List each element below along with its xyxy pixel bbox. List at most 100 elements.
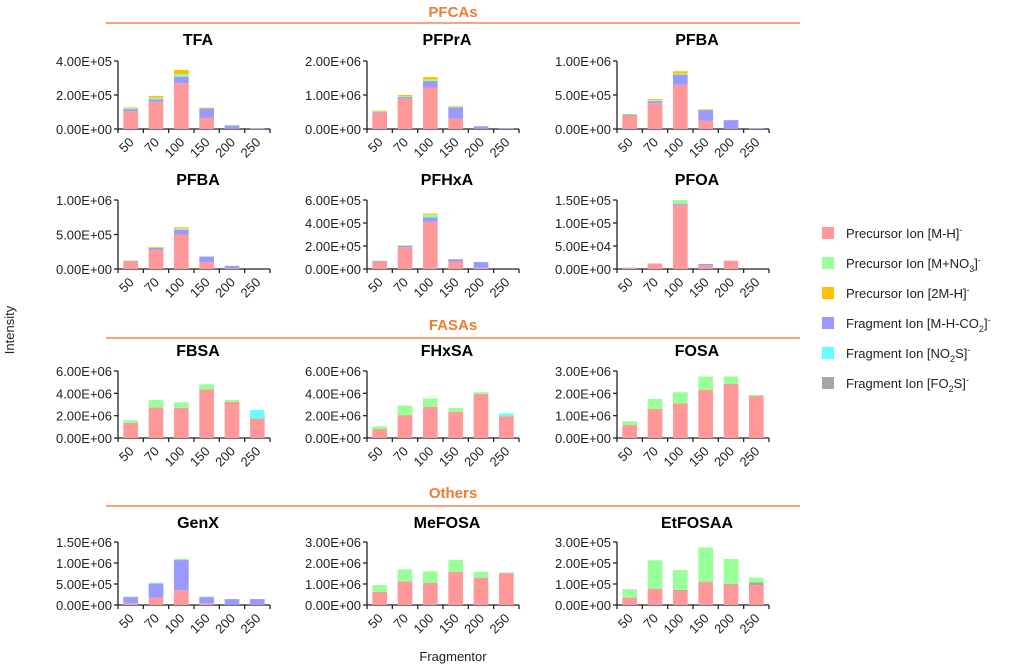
panel-title: PFBA [176, 172, 220, 189]
bar-mno3 [123, 420, 139, 423]
x-tick-label: 100 [411, 444, 437, 470]
bar-m2h [199, 107, 215, 109]
bar-mno3 [123, 596, 139, 598]
x-tick-label: 250 [737, 611, 763, 637]
legend-item: Precursor Ion [M+NO3]- [822, 255, 981, 274]
x-tick-label: 250 [238, 611, 264, 637]
y-tick-label: 0.00E+00 [305, 431, 361, 446]
panel-pfba: PFBA 0.00E+00 5.00E+05 1.00E+06 50 70 100 150 20… [56, 172, 271, 300]
panel-etfosaa: EtFOSAA 0.00E+00 1.00E+05 2.00E+05 3.00E+05 5… [555, 515, 770, 637]
y-tick-label: 1.50E+06 [56, 535, 112, 550]
bar-mh [622, 116, 638, 129]
legend-swatch [822, 377, 834, 389]
bar-mhco2 [498, 128, 514, 129]
y-tick-label: 2.00E+06 [305, 556, 361, 571]
x-tick-label: 100 [661, 135, 687, 161]
x-tick-label: 50 [365, 135, 386, 156]
bar-mhco2 [224, 599, 240, 605]
x-tick-label: 50 [365, 611, 386, 632]
panel-title: EtFOSAA [661, 515, 733, 532]
bar-mno3 [448, 559, 464, 573]
bar-mno3 [698, 109, 714, 111]
y-tick-label: 4.00E+06 [56, 386, 112, 401]
bar-mhco2 [148, 247, 164, 250]
bar-mhco2 [249, 599, 265, 605]
bar-mno3 [422, 79, 438, 82]
bar-mhco2 [748, 128, 764, 129]
bar-mhco2 [672, 203, 688, 205]
bar-mno3 [748, 394, 764, 397]
y-tick-label: 0.00E+00 [305, 122, 361, 137]
bar-mno3 [622, 589, 638, 598]
bar-mhco2 [473, 126, 489, 129]
bar-mh [748, 585, 764, 605]
x-tick-label: 70 [640, 444, 661, 465]
y-tick-label: 0.00E+00 [56, 598, 112, 613]
bar-mhco2 [173, 76, 189, 84]
bar-mno3 [448, 407, 464, 412]
x-tick-label: 70 [390, 611, 411, 632]
bar-m2h [672, 71, 688, 74]
y-tick-label: 5.00E+04 [555, 239, 611, 254]
x-tick-label: 70 [640, 135, 661, 156]
x-tick-label: 70 [141, 444, 162, 465]
bar-mno3 [224, 124, 240, 126]
y-tick-label: 0.00E+00 [555, 122, 611, 137]
x-tick-label: 200 [461, 275, 487, 301]
bar-mh [249, 418, 265, 438]
bar-mhco2 [148, 99, 164, 102]
y-tick-label: 2.00E+05 [305, 239, 361, 254]
legend-label: Precursor Ion [M+NO3]- [846, 255, 981, 274]
bar-mh [723, 383, 739, 438]
y-tick-label: 1.00E+06 [555, 54, 611, 69]
x-axis-label: Fragmentor [419, 649, 487, 664]
x-tick-label: 50 [116, 611, 137, 632]
bar-mh [422, 406, 438, 438]
bar-mh [148, 597, 164, 605]
y-tick-label: 0.00E+00 [56, 122, 112, 137]
y-tick-label: 1.00E+06 [305, 88, 361, 103]
bar-m2h [622, 114, 638, 115]
bar-mno3 [148, 582, 164, 584]
x-tick-label: 150 [436, 611, 462, 637]
bar-mh [647, 263, 663, 269]
panel-title: GenX [177, 515, 219, 532]
y-tick-label: 0.00E+00 [56, 262, 112, 277]
y-tick-label: 3.00E+06 [555, 364, 611, 379]
bar-mh [148, 101, 164, 129]
bar-m2h [422, 213, 438, 215]
bar-mno3 [622, 114, 638, 116]
bar-mh [123, 111, 139, 129]
bar-mno3 [148, 97, 164, 100]
x-tick-label: 50 [365, 444, 386, 465]
bar-mh [372, 112, 388, 129]
y-tick-label: 2.00E+05 [56, 88, 112, 103]
y-tick-label: 3.00E+06 [305, 535, 361, 550]
panel-title: FHxSA [421, 343, 474, 360]
x-tick-label: 50 [116, 444, 137, 465]
panel-pfhxa: PFHxA 0.00E+00 2.00E+05 4.00E+05 6.00E+05 50 7… [305, 172, 520, 301]
x-tick-label: 70 [640, 611, 661, 632]
y-tick-label: 2.00E+06 [305, 54, 361, 69]
x-tick-label: 100 [411, 135, 437, 161]
bar-mno3 [422, 398, 438, 407]
y-tick-label: 0.00E+00 [305, 598, 361, 613]
bar-mh [123, 261, 139, 269]
y-axis-label: Intensity [2, 305, 17, 354]
y-tick-label: 6.00E+05 [305, 193, 361, 208]
bar-mh [372, 591, 388, 605]
x-tick-label: 100 [411, 611, 437, 637]
x-tick-label: 150 [686, 444, 712, 470]
bar-mno3 [173, 228, 189, 230]
x-tick-label: 250 [487, 444, 513, 470]
bar-mh [422, 221, 438, 269]
x-tick-label: 150 [187, 135, 213, 161]
x-tick-label: 200 [711, 275, 737, 301]
y-tick-label: 2.00E+06 [56, 409, 112, 424]
x-tick-label: 250 [737, 135, 763, 161]
legend-item: Precursor Ion [2M-H]- [822, 285, 970, 301]
bar-mno3 [372, 585, 388, 592]
bar-mno3 [173, 558, 189, 561]
bar-mno3 [647, 398, 663, 409]
